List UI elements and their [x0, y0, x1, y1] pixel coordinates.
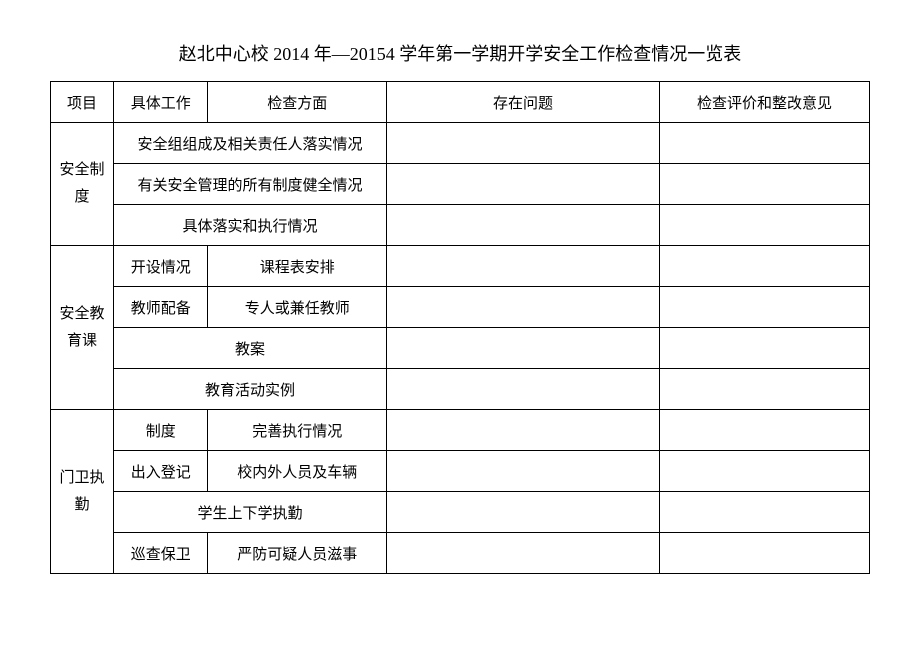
cell-work-check: 具体落实和执行情况	[113, 205, 386, 246]
table-row: 出入登记 校内外人员及车辆	[51, 451, 870, 492]
cell-check: 专人或兼任教师	[208, 287, 386, 328]
cell-problem	[386, 205, 659, 246]
cell-work: 开设情况	[113, 246, 207, 287]
cell-opinion	[659, 287, 869, 328]
cell-problem	[386, 164, 659, 205]
cell-problem	[386, 328, 659, 369]
inspection-table: 项目 具体工作 检查方面 存在问题 检查评价和整改意见 安全制度 安全组组成及相…	[50, 81, 870, 574]
header-opinion: 检查评价和整改意见	[659, 82, 869, 123]
header-problem: 存在问题	[386, 82, 659, 123]
cell-opinion	[659, 164, 869, 205]
section-safety-edu: 安全教育课	[51, 246, 114, 410]
cell-opinion	[659, 205, 869, 246]
cell-work-check: 教案	[113, 328, 386, 369]
cell-work: 制度	[113, 410, 207, 451]
document-title: 赵北中心校 2014 年—20154 学年第一学期开学安全工作检查情况一览表	[50, 40, 870, 66]
table-row: 门卫执勤 制度 完善执行情况	[51, 410, 870, 451]
cell-work-check: 有关安全管理的所有制度健全情况	[113, 164, 386, 205]
section-guard-duty: 门卫执勤	[51, 410, 114, 574]
cell-work-check: 学生上下学执勤	[113, 492, 386, 533]
cell-opinion	[659, 533, 869, 574]
cell-opinion	[659, 123, 869, 164]
cell-opinion	[659, 246, 869, 287]
cell-work-check: 安全组组成及相关责任人落实情况	[113, 123, 386, 164]
cell-problem	[386, 246, 659, 287]
header-check: 检查方面	[208, 82, 386, 123]
cell-problem	[386, 369, 659, 410]
cell-opinion	[659, 328, 869, 369]
cell-check: 课程表安排	[208, 246, 386, 287]
table-row: 安全教育课 开设情况 课程表安排	[51, 246, 870, 287]
cell-problem	[386, 533, 659, 574]
header-project: 项目	[51, 82, 114, 123]
table-row: 有关安全管理的所有制度健全情况	[51, 164, 870, 205]
cell-problem	[386, 410, 659, 451]
cell-opinion	[659, 492, 869, 533]
cell-check: 完善执行情况	[208, 410, 386, 451]
cell-work: 出入登记	[113, 451, 207, 492]
cell-opinion	[659, 369, 869, 410]
section-safety-system: 安全制度	[51, 123, 114, 246]
cell-problem	[386, 451, 659, 492]
cell-problem	[386, 123, 659, 164]
table-header-row: 项目 具体工作 检查方面 存在问题 检查评价和整改意见	[51, 82, 870, 123]
cell-check: 校内外人员及车辆	[208, 451, 386, 492]
cell-check: 严防可疑人员滋事	[208, 533, 386, 574]
table-row: 教育活动实例	[51, 369, 870, 410]
table-row: 学生上下学执勤	[51, 492, 870, 533]
cell-opinion	[659, 451, 869, 492]
cell-work: 巡查保卫	[113, 533, 207, 574]
table-row: 安全制度 安全组组成及相关责任人落实情况	[51, 123, 870, 164]
cell-problem	[386, 287, 659, 328]
table-row: 教师配备 专人或兼任教师	[51, 287, 870, 328]
header-work: 具体工作	[113, 82, 207, 123]
cell-problem	[386, 492, 659, 533]
document-page: 赵北中心校 2014 年—20154 学年第一学期开学安全工作检查情况一览表 项…	[0, 0, 920, 614]
cell-opinion	[659, 410, 869, 451]
table-row: 具体落实和执行情况	[51, 205, 870, 246]
table-row: 巡查保卫 严防可疑人员滋事	[51, 533, 870, 574]
cell-work-check: 教育活动实例	[113, 369, 386, 410]
table-row: 教案	[51, 328, 870, 369]
cell-work: 教师配备	[113, 287, 207, 328]
